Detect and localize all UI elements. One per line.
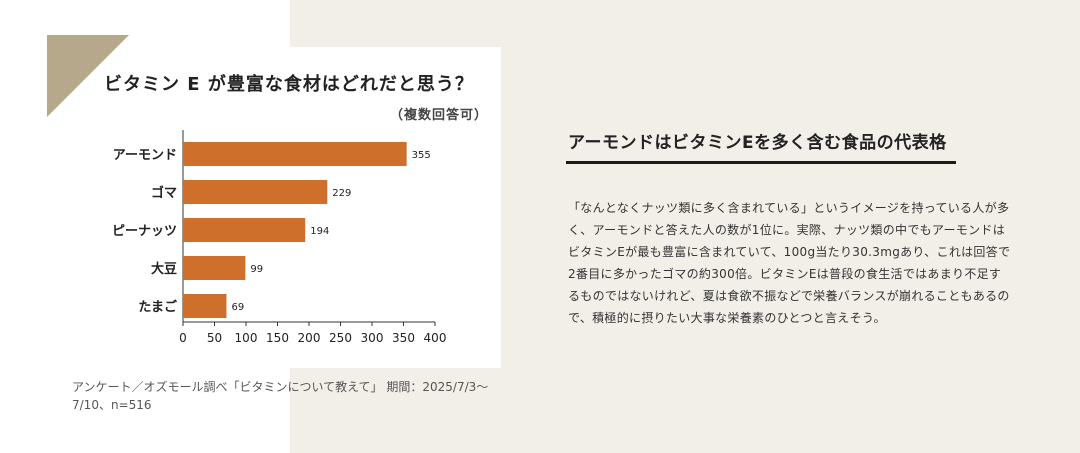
bar-value-label: 229 <box>332 188 351 199</box>
category-label: たまご <box>138 299 178 315</box>
corner-triangle-decoration <box>47 35 129 117</box>
x-tick-label: 350 <box>392 331 415 345</box>
category-label: 大豆 <box>151 261 177 277</box>
bar-value-label: 99 <box>250 264 263 275</box>
source-note: アンケート／オズモール調べ「ビタミンについて教えて」 期間：2025/7/3〜7… <box>72 380 489 412</box>
x-tick-label: 300 <box>361 331 384 345</box>
article-body: 「なんとなくナッツ類に多く含まれている」というイメージを持っている人が多く、アー… <box>568 201 1011 325</box>
bar <box>183 180 328 204</box>
x-tick-label: 0 <box>179 331 187 345</box>
x-tick-label: 250 <box>329 331 352 345</box>
bar-value-label: 355 <box>412 150 431 161</box>
x-tick-label: 400 <box>424 331 447 345</box>
article-headline: アーモンドはビタミンEを多く含む食品の代表格 <box>568 133 947 153</box>
bar <box>183 142 407 166</box>
bar-chart: 0 50 100 150 200 250 300 350 400 アーモンド 355 ゴマ 229 ピーナ… <box>112 130 447 345</box>
bar <box>183 218 306 242</box>
chart-card <box>47 47 501 368</box>
category-label: ゴマ <box>151 185 177 201</box>
bar-value-label: 194 <box>310 226 329 237</box>
category-label: アーモンド <box>113 148 177 163</box>
x-tick-label: 100 <box>235 331 258 345</box>
chart-title: ビタミン E が豊富な食材はどれだと思う？ <box>104 74 474 95</box>
category-label: ピーナッツ <box>112 224 177 239</box>
headline-underline <box>566 161 956 164</box>
x-tick-label: 150 <box>266 331 289 345</box>
bar-value-label: 69 <box>231 302 244 313</box>
x-tick-label: 200 <box>298 331 321 345</box>
bar <box>183 256 246 280</box>
x-tick-label: 50 <box>207 331 222 345</box>
bar <box>183 294 227 318</box>
chart-subtitle: （複数回答可） <box>390 108 489 123</box>
